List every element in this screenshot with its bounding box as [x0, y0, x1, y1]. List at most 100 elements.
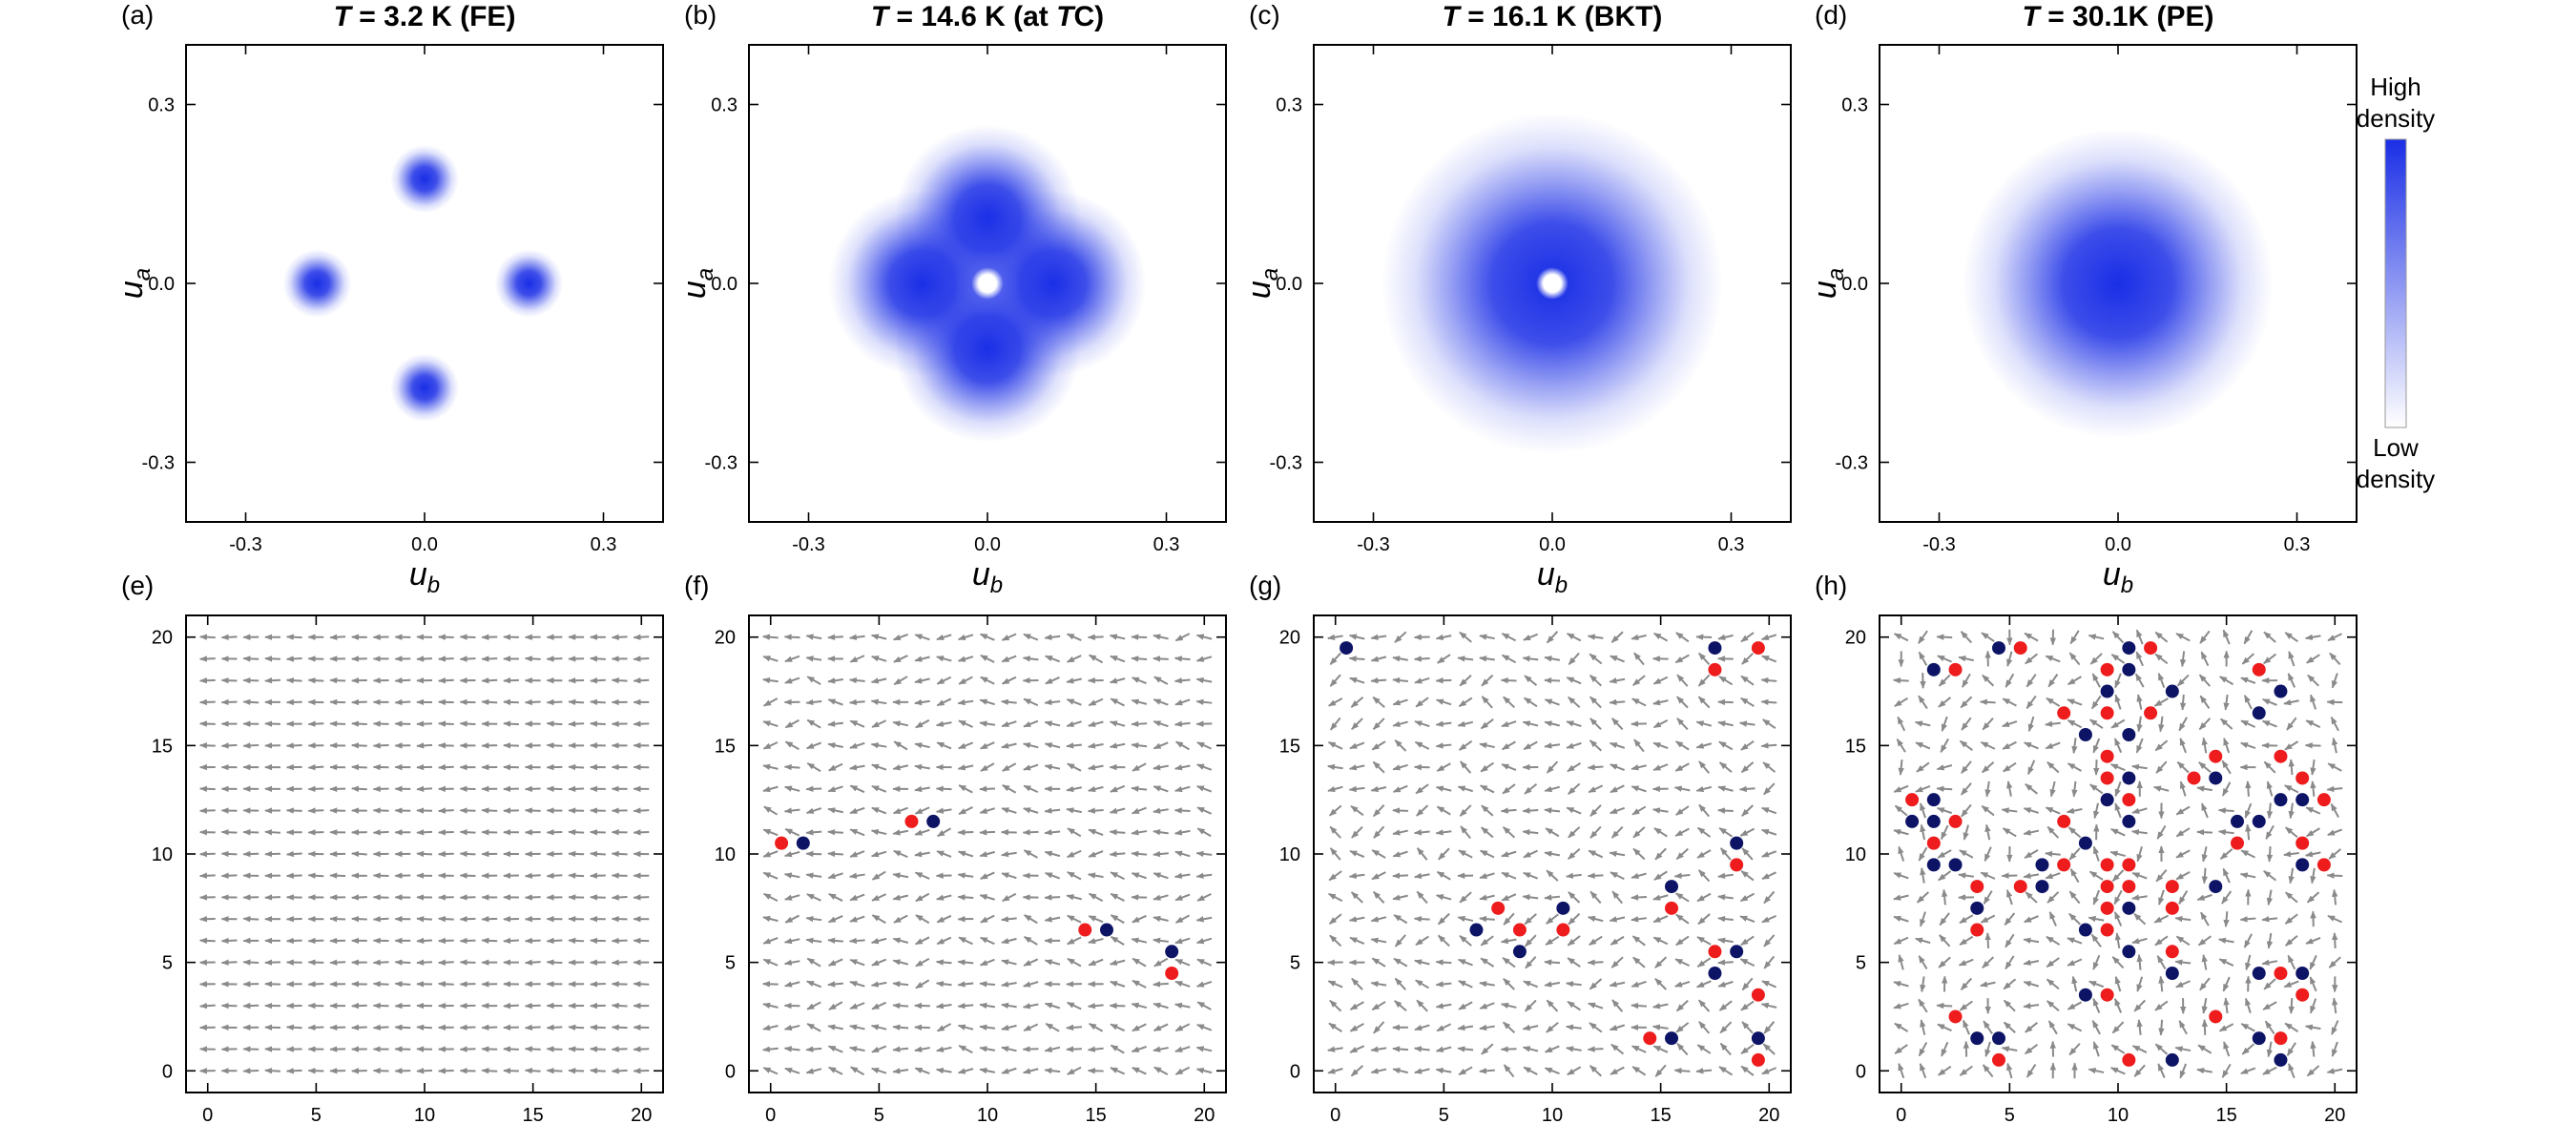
polarization-arrow [2222, 629, 2231, 645]
polarization-arrow [1022, 1003, 1039, 1010]
polarization-arrow [1023, 914, 1038, 925]
polarization-arrow [437, 850, 454, 858]
polarization-arrow [805, 937, 822, 944]
polarization-arrow [2154, 1000, 2169, 1011]
polarization-arrow [1153, 676, 1169, 685]
polarization-arrow [1961, 760, 1972, 774]
panel-label-text: (g) [1249, 571, 1281, 600]
polarization-arrow [1544, 959, 1561, 966]
polarization-arrow [568, 872, 585, 879]
polarization-arrow [590, 656, 606, 662]
polarization-arrow [1610, 1066, 1625, 1075]
x-tick-label: -0.3 [229, 534, 261, 555]
polarization-arrow [827, 937, 843, 945]
polarization-arrow [1348, 916, 1365, 923]
polarization-arrow [1918, 630, 1928, 644]
polarization-arrow [1067, 957, 1082, 968]
polarization-arrow [1675, 935, 1690, 947]
polarization-arrow [1131, 1002, 1148, 1010]
polarization-arrow [1001, 937, 1017, 945]
polarization-arrow [220, 634, 238, 640]
polarization-arrow [1479, 1002, 1495, 1010]
polarization-arrow [1394, 977, 1407, 990]
polarization-arrow [242, 959, 260, 966]
polarization-arrow [1568, 652, 1580, 666]
polarization-arrow [1631, 935, 1646, 947]
polarization-arrow [1631, 894, 1647, 901]
y-tick-label: 0.3 [711, 95, 737, 116]
polarization-arrow [633, 634, 650, 640]
polarization-arrow [437, 742, 454, 749]
polarization-arrow [1131, 634, 1148, 640]
polarization-arrow [1698, 803, 1711, 818]
y-tick-text: -0.3 [1270, 453, 1302, 474]
polarization-arrow [783, 1024, 800, 1031]
polarization-arrow [2006, 651, 2013, 667]
antivortex-marker [2078, 923, 2092, 937]
polarization-arrow [892, 959, 909, 966]
polarization-arrow [1195, 981, 1213, 988]
polarization-arrow [783, 872, 800, 879]
antivortex-marker [1926, 814, 1941, 828]
polarization-arrow [611, 850, 628, 858]
antivortex-marker [2252, 967, 2266, 980]
polarization-arrow [2264, 1020, 2275, 1034]
vortex-marker [2165, 901, 2179, 915]
x-axis-symbol: u [409, 556, 427, 593]
polarization-arrow [1893, 633, 1909, 642]
polarization-arrow [1523, 697, 1538, 708]
polarization-arrow [2092, 1041, 2100, 1057]
polarization-arrow [849, 1002, 865, 1010]
polarization-arrow [2305, 936, 2321, 945]
polarization-arrow [1044, 698, 1061, 706]
polarization-arrow [1958, 656, 1974, 662]
polarization-arrow [1153, 720, 1169, 728]
polarization-arrow [2158, 975, 2165, 992]
polarization-arrow [2092, 738, 2101, 754]
polarization-arrow [481, 937, 498, 945]
polarization-arrow [2283, 980, 2299, 989]
polarization-arrow [1087, 1046, 1104, 1052]
polarization-arrow [2025, 783, 2038, 795]
polarization-arrow [503, 1068, 519, 1074]
polarization-arrow [980, 676, 995, 685]
polarization-arrow [590, 981, 606, 988]
polarization-arrow [1460, 825, 1471, 840]
polarization-arrow [1000, 916, 1017, 923]
polarization-arrow [2067, 937, 2083, 945]
polarization-arrow [2091, 1020, 2101, 1035]
polarization-arrow [1088, 850, 1104, 858]
y-tick-label: 0 [162, 1061, 173, 1082]
polarization-arrow [870, 742, 887, 749]
polarization-arrow [2158, 889, 2165, 905]
polarization-arrow [1898, 760, 1904, 776]
polarization-arrow [1044, 1068, 1061, 1074]
polarization-arrow [914, 1024, 930, 1030]
polarization-arrow [1544, 894, 1561, 901]
polarization-arrow [1153, 937, 1169, 944]
y-tick-label: 10 [715, 844, 736, 865]
polarization-arrow [1131, 829, 1148, 836]
polarization-arrow [1109, 742, 1126, 749]
polarization-arrow [1936, 1002, 1953, 1010]
panel-label-text: (c) [1249, 0, 1280, 30]
polarization-arrow [1610, 1043, 1625, 1055]
polarization-arrow [849, 1024, 865, 1030]
polarization-arrow [307, 785, 324, 793]
polarization-arrow [1546, 631, 1559, 644]
polarization-arrow [2111, 956, 2125, 969]
polarization-arrow [1110, 1044, 1125, 1054]
vortex-marker [2296, 836, 2310, 850]
colorbar-high-label: High [2370, 73, 2420, 101]
polarization-arrow [437, 656, 454, 662]
polarization-arrow [1351, 977, 1363, 990]
polarization-arrow [1588, 784, 1604, 794]
polarization-arrow [1066, 807, 1082, 814]
polarization-arrow [1327, 634, 1343, 641]
polarization-arrow [2176, 674, 2190, 687]
polarization-arrow [1458, 697, 1473, 708]
polarization-arrow [1589, 978, 1603, 990]
polarization-arrow [2131, 894, 2148, 901]
polarization-arrow [761, 981, 779, 988]
polarization-arrow [372, 894, 389, 901]
